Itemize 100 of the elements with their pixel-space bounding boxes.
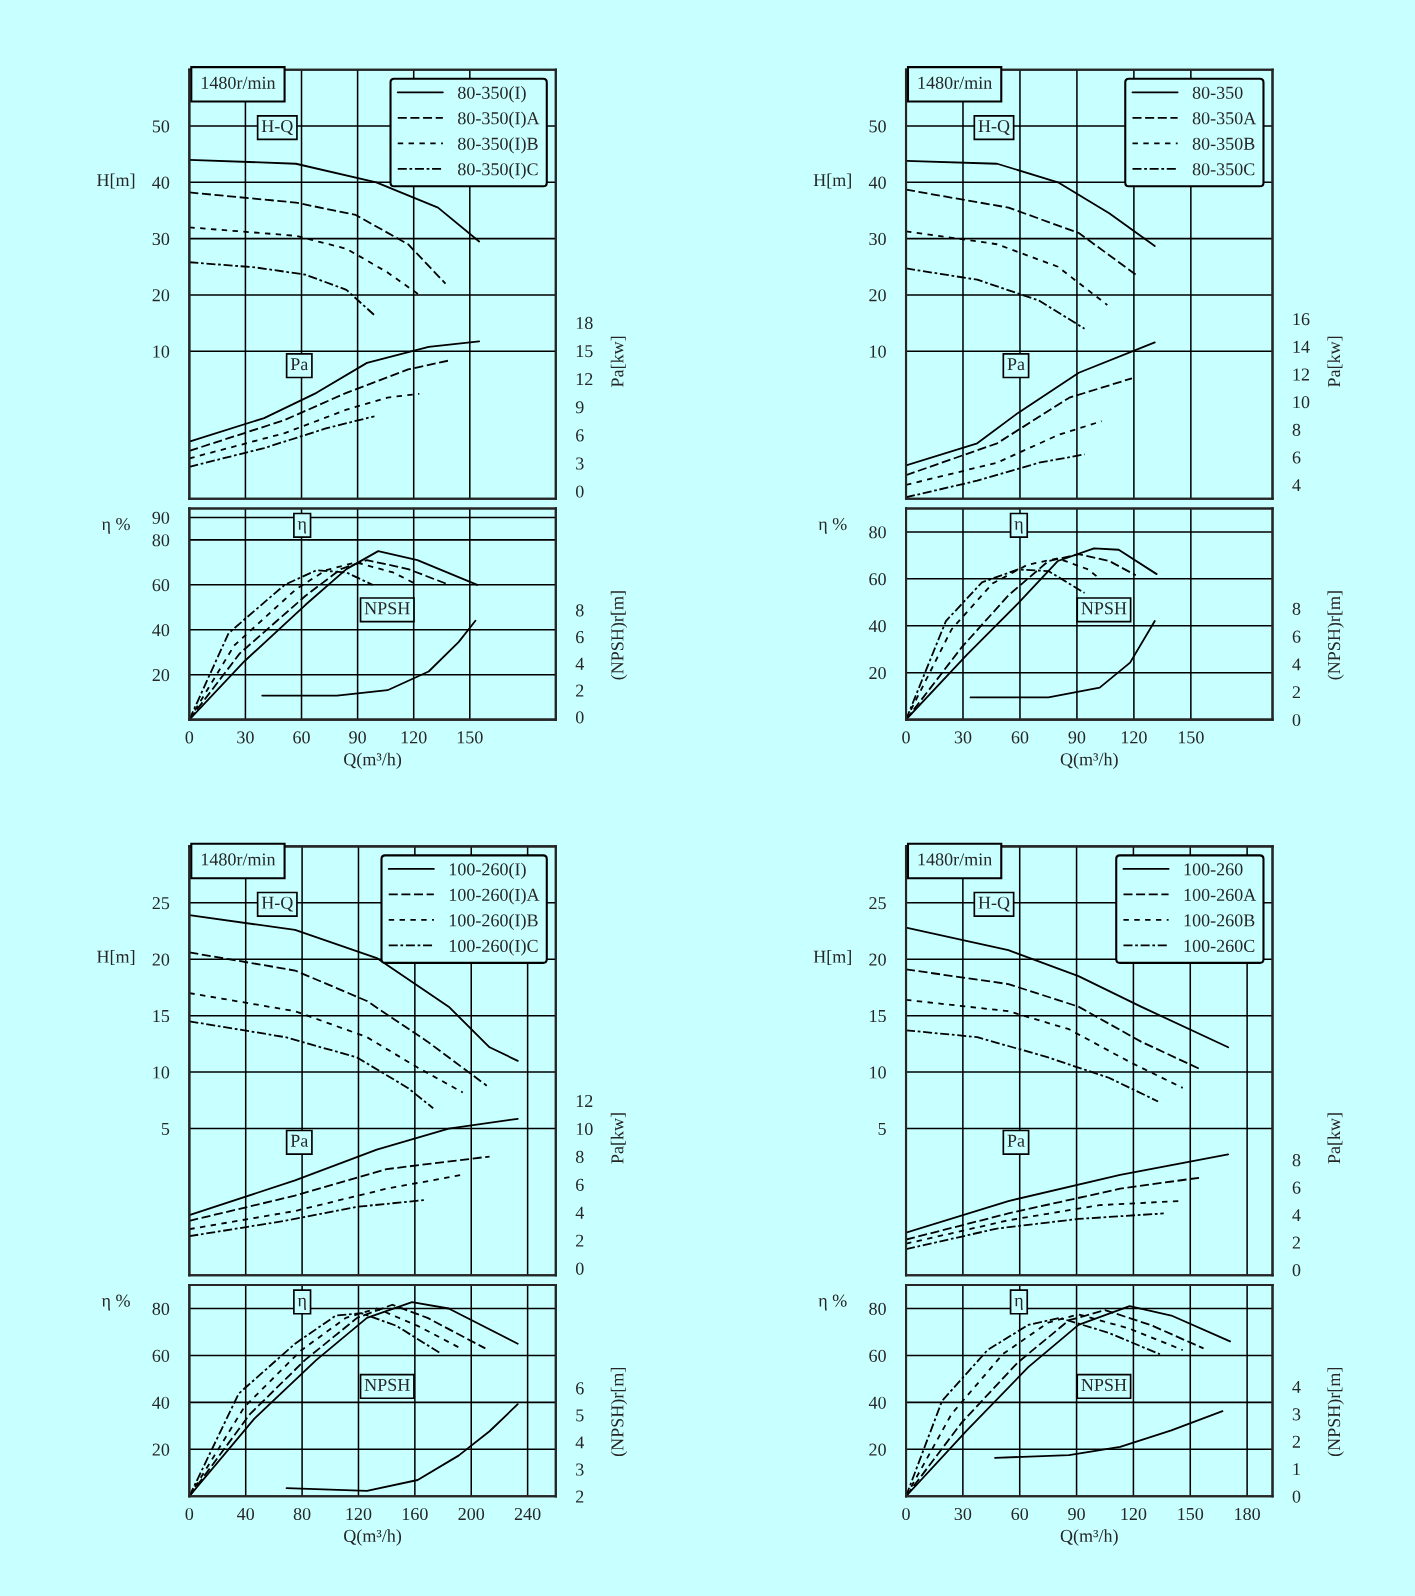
legend-label: 100-260A [1184, 888, 1257, 901]
x-tick-label: 60 [1011, 731, 1029, 744]
y2-tick-label: 0 [575, 485, 584, 498]
legend-label: 100-260(I)A [449, 888, 540, 905]
y-axis-title: H[m] [813, 173, 851, 189]
x-tick-label: 150 [1178, 1507, 1204, 1521]
legend-label: 100-260(I)B [449, 913, 538, 931]
y-tick-label: 20 [152, 1443, 170, 1456]
y-axis-title: η % [101, 517, 130, 534]
y2-tick-label: 3 [576, 457, 584, 470]
y-axis-title: η % [101, 1294, 130, 1311]
y2-axis-title: Pa[kw] [1327, 336, 1343, 387]
y2-tick-label: 4 [1292, 1380, 1301, 1393]
y2-tick-label: 6 [1292, 630, 1301, 643]
y2-axis-title: (NPSH)r[m] [610, 1367, 628, 1457]
y-axis-title: η % [818, 1294, 847, 1311]
annotation: η [1014, 1297, 1023, 1311]
legend-label: 80-350(I)A [458, 111, 540, 128]
y2-tick-label: 4 [575, 657, 584, 670]
y-tick-label: 15 [153, 1010, 170, 1023]
y-tick-label: 20 [152, 953, 170, 966]
annotation: NPSH [364, 1378, 410, 1391]
y-tick-label: 60 [152, 1349, 170, 1362]
y-tick-label: 60 [869, 1349, 886, 1362]
y2-tick-label: 18 [576, 316, 593, 330]
y2-tick-label: 0 [575, 711, 584, 724]
x-tick-label: 90 [349, 731, 366, 744]
x-tick-label: 90 [1068, 731, 1086, 744]
y-tick-label: 40 [152, 1396, 170, 1409]
annotation: η [297, 521, 306, 534]
y2-tick-label: 8 [575, 604, 584, 617]
legend-label: 100-260(I) [449, 862, 526, 880]
legend-label: 100-260C [1184, 939, 1255, 952]
y2-tick-label: 5 [576, 1409, 584, 1422]
y2-tick-label: 12 [576, 373, 593, 386]
y2-tick-label: 8 [1292, 1154, 1301, 1167]
y2-tick-label: 8 [575, 1150, 584, 1163]
x-tick-label: 80 [293, 1507, 311, 1521]
y2-tick-label: 4 [1292, 479, 1301, 492]
y-tick-label: 80 [869, 526, 886, 539]
y-tick-label: 40 [868, 620, 886, 633]
y2-tick-label: 4 [575, 1206, 584, 1219]
y-tick-label: 40 [868, 1396, 886, 1409]
y2-tick-label: 2 [1292, 1236, 1300, 1249]
x-tick-label: 240 [514, 1507, 541, 1521]
x-tick-label: 60 [1011, 1507, 1029, 1521]
y-tick-label: 60 [152, 579, 170, 592]
y2-tick-label: 0 [1292, 1264, 1301, 1277]
annotation: 1480r/min [918, 76, 992, 89]
y-axis-title: H[m] [97, 950, 135, 966]
y2-tick-label: 14 [1293, 340, 1310, 353]
y2-tick-label: 0 [575, 1262, 584, 1275]
y2-tick-label: 16 [1293, 313, 1310, 326]
y2-tick-label: 2 [576, 684, 584, 697]
annotation: 1480r/min [201, 76, 276, 89]
y2-axis-title: Pa[kw] [1327, 1113, 1343, 1164]
x-axis-title: Q(m³/h) [1060, 1529, 1118, 1546]
annotation: NPSH [1081, 602, 1127, 615]
y-axis-title: H[m] [813, 950, 851, 966]
annotation: 1480r/min [918, 853, 992, 866]
legend-label: 80-350C [1192, 163, 1255, 176]
x-axis-title: Q(m³/h) [344, 752, 402, 770]
y2-tick-label: 1 [1293, 1463, 1300, 1476]
legend-label: 80-350(I) [458, 86, 526, 103]
x-tick-label: 160 [402, 1507, 428, 1521]
y2-tick-label: 12 [1293, 368, 1310, 381]
y2-tick-label: 6 [576, 1382, 584, 1395]
x-tick-label: 30 [954, 731, 972, 744]
y2-tick-label: 6 [1292, 451, 1301, 464]
y-tick-label: 10 [870, 345, 886, 358]
x-tick-label: 0 [902, 1507, 910, 1521]
y-tick-label: 25 [869, 897, 886, 910]
y2-tick-label: 4 [1292, 658, 1301, 671]
y-tick-label: 50 [152, 120, 170, 133]
legend-label: 80-350B [1192, 137, 1255, 150]
y2-axis-title: (NPSH)r[m] [610, 591, 628, 680]
y2-tick-label: 12 [576, 1094, 593, 1107]
y2-tick-label: 10 [576, 1122, 593, 1136]
annotation: H-Q [978, 896, 1010, 912]
x-tick-label: 30 [237, 731, 254, 744]
legend-label: 100-260(I)C [449, 939, 538, 956]
y-tick-label: 10 [153, 345, 170, 358]
y-tick-label: 90 [152, 511, 170, 524]
y2-tick-label: 2 [1292, 1435, 1300, 1448]
x-tick-label: 30 [954, 1507, 972, 1521]
annotation: η [297, 1297, 306, 1311]
y2-tick-label: 15 [576, 345, 593, 358]
y-tick-label: 20 [869, 666, 886, 680]
annotation: H-Q [261, 120, 294, 135]
y-tick-label: 15 [870, 1010, 886, 1023]
legend-label: 80-350(I)C [458, 162, 538, 180]
x-tick-label: 120 [401, 731, 427, 744]
y-tick-label: 40 [152, 176, 170, 189]
annotation: Pa [1007, 1134, 1025, 1147]
annotation: Pa [1007, 358, 1025, 371]
x-axis-title: Q(m³/h) [1060, 752, 1118, 770]
y-tick-label: 10 [870, 1066, 886, 1079]
y-tick-label: 20 [869, 1443, 886, 1456]
annotation: H-Q [261, 896, 294, 912]
annotation: Pa [290, 358, 309, 371]
